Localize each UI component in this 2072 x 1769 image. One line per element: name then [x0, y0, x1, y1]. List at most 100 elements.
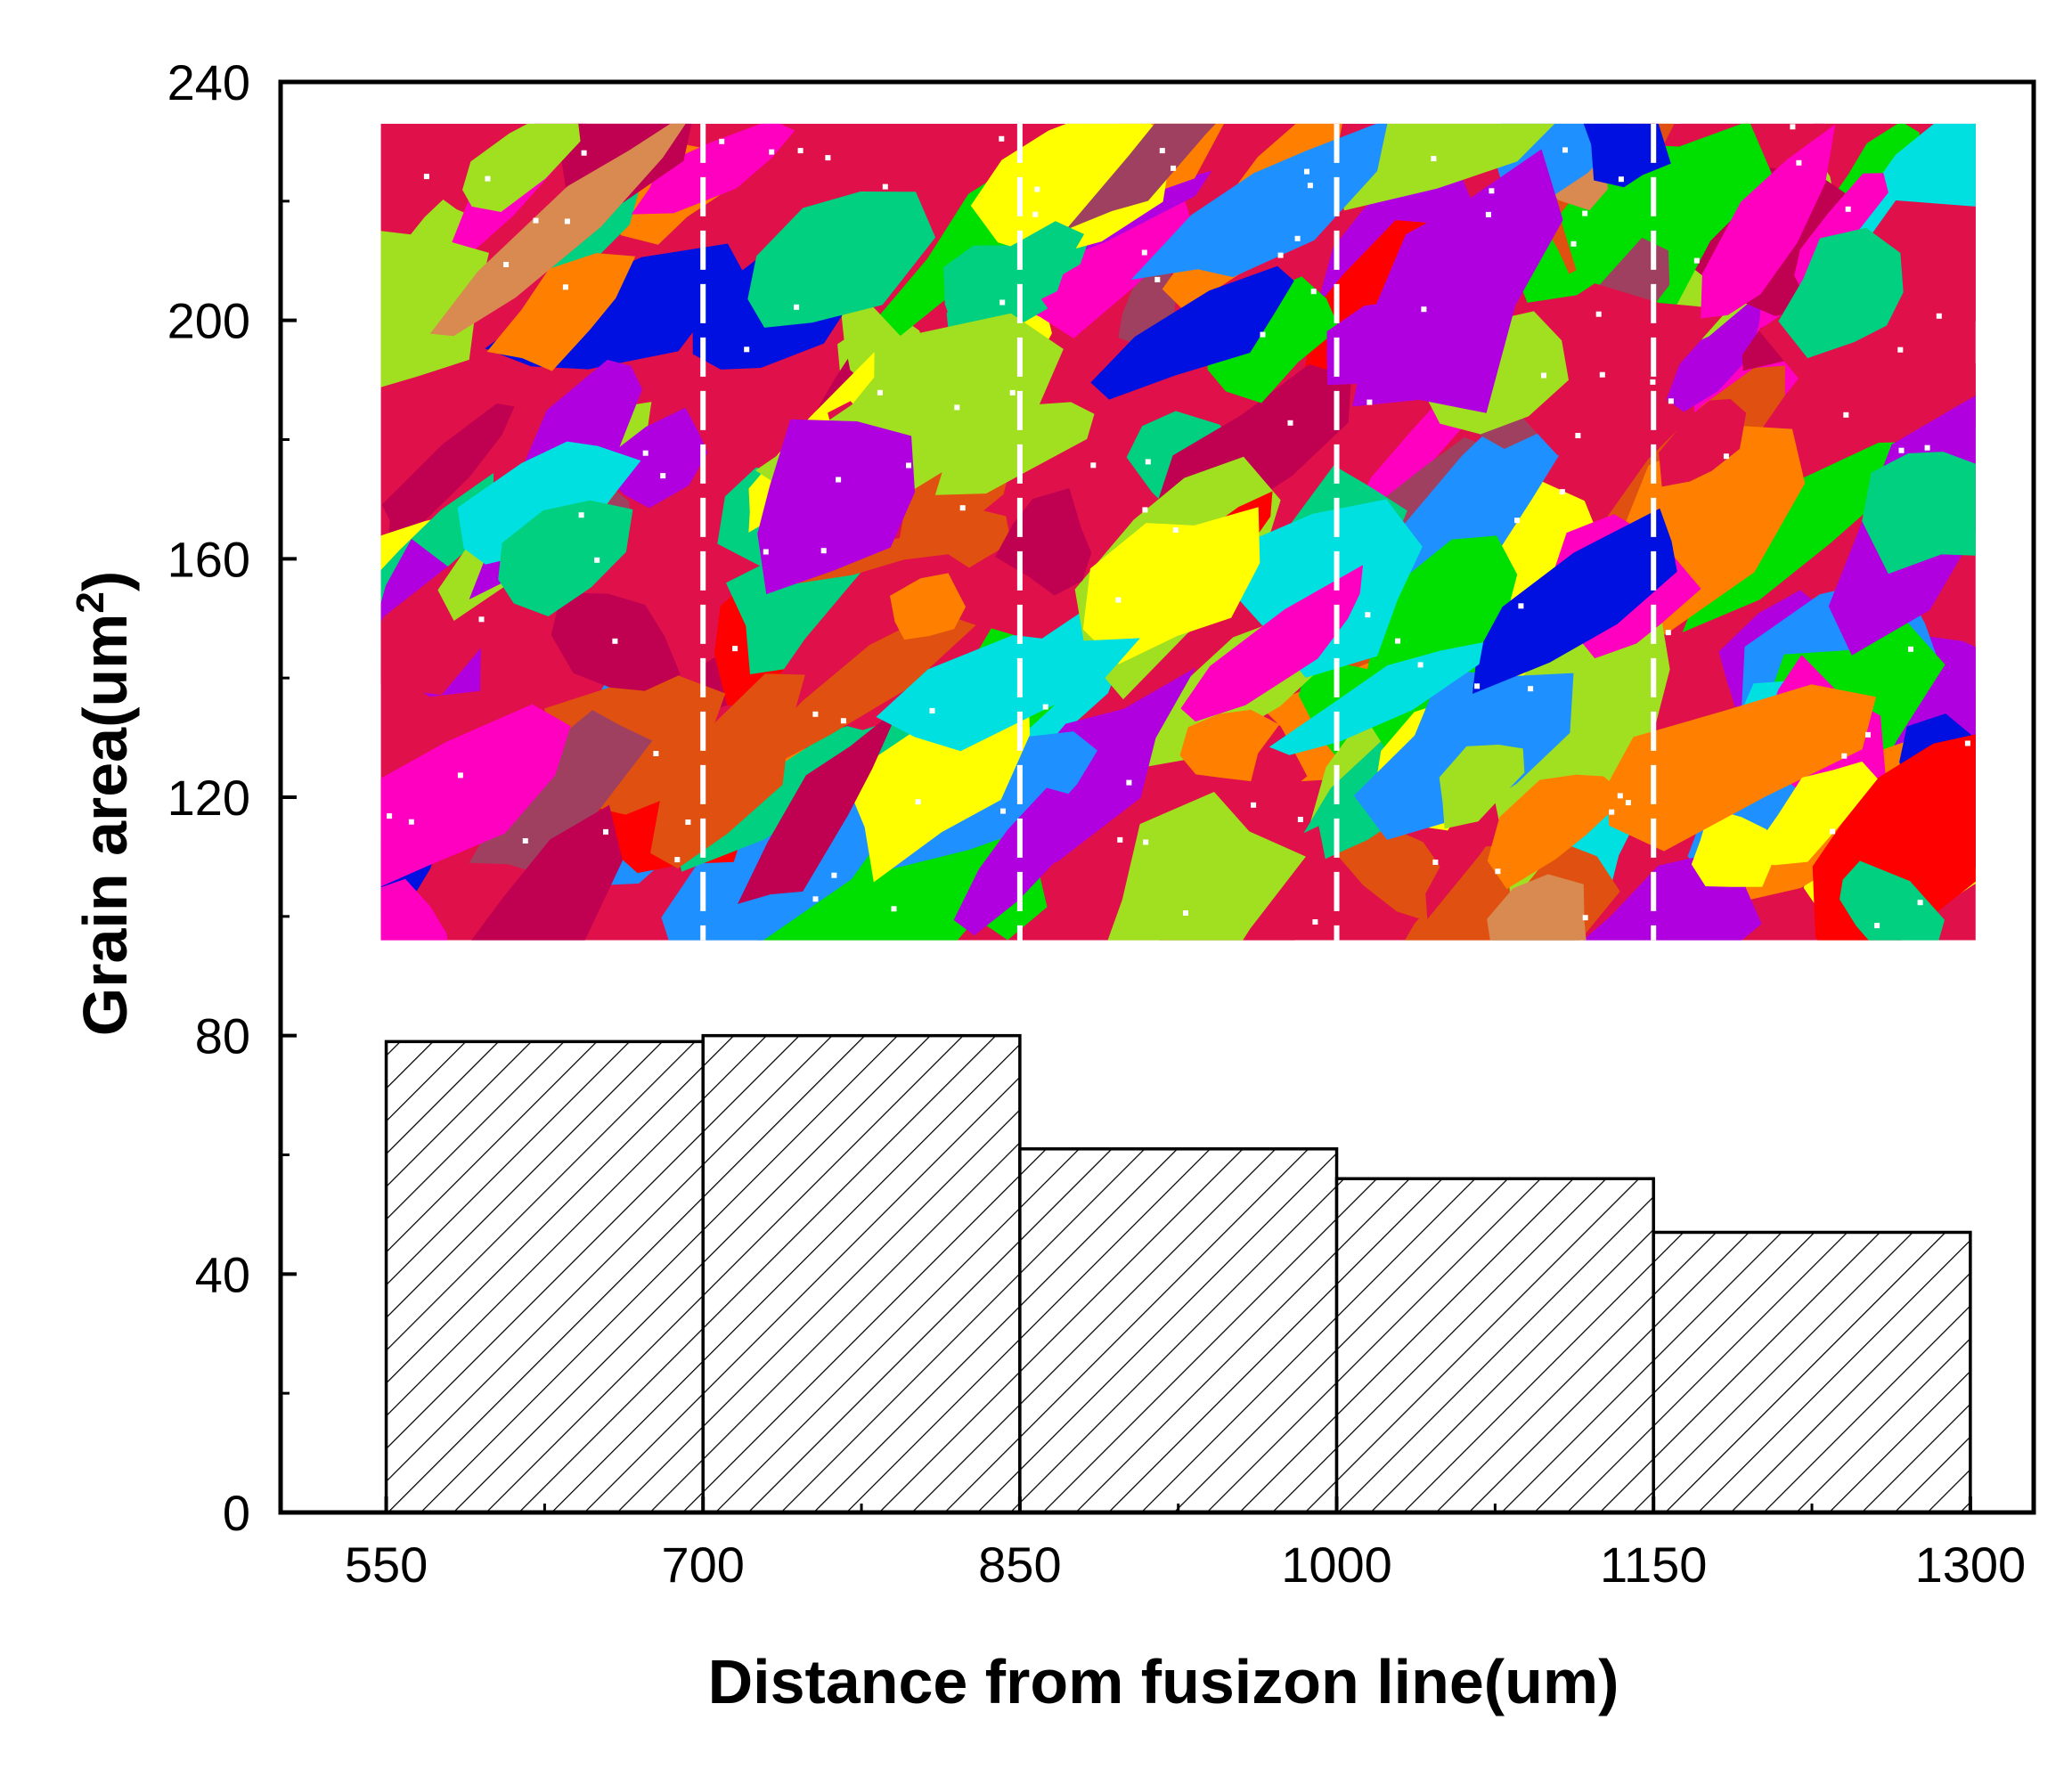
y-axis-title-superscript: 2: [69, 591, 112, 613]
grain: [934, 402, 1095, 495]
unindexed-point: [836, 477, 842, 483]
unindexed-point: [1723, 453, 1729, 460]
grain: [1578, 123, 1671, 188]
unindexed-point: [1042, 704, 1048, 710]
grain: [1778, 227, 1904, 359]
grain: [970, 123, 1174, 257]
x-tick-label: 550: [345, 1537, 428, 1593]
unindexed-point: [1141, 249, 1147, 256]
histogram-bar: [701, 1033, 1022, 1514]
grain: [953, 787, 1093, 936]
y-tick-label: 200: [167, 293, 250, 349]
unindexed-point: [929, 707, 935, 713]
grain: [876, 634, 1140, 752]
unindexed-point: [1668, 398, 1674, 404]
unindexed-point: [1917, 900, 1923, 906]
unindexed-point: [1474, 683, 1481, 689]
grain: [1809, 123, 1903, 183]
grain: [486, 253, 636, 371]
unindexed-point: [825, 155, 831, 161]
histogram-bars: [384, 1033, 1972, 1514]
unindexed-point: [1650, 379, 1656, 385]
histogram-bar: [1018, 1147, 1339, 1514]
unindexed-point: [1304, 168, 1309, 175]
grain: [890, 573, 967, 640]
unindexed-point: [1183, 910, 1188, 916]
unindexed-point: [653, 751, 659, 756]
unindexed-point: [1159, 148, 1165, 154]
y-tick-label: 120: [167, 770, 250, 826]
histogram-bar: [1334, 1177, 1655, 1514]
grain: [1472, 508, 1677, 695]
unindexed-point: [1665, 630, 1671, 636]
unindexed-point: [1000, 808, 1006, 814]
grain: [1082, 507, 1260, 664]
unindexed-point: [915, 799, 921, 805]
unindexed-point: [1297, 817, 1303, 822]
grain: [1605, 684, 1877, 852]
unindexed-point: [1617, 793, 1623, 799]
unindexed-point: [1924, 444, 1930, 451]
grain: [753, 614, 976, 772]
grain: [469, 710, 653, 876]
x-tick-label: 1150: [1600, 1537, 1707, 1593]
unindexed-point: [906, 462, 911, 469]
unindexed-point: [1845, 206, 1851, 212]
grain: [380, 704, 571, 908]
unindexed-point: [1154, 276, 1161, 282]
unindexed-point: [1307, 183, 1313, 189]
unindexed-point: [674, 857, 681, 863]
x-tick-label: 850: [978, 1537, 1061, 1593]
unindexed-point: [891, 906, 897, 912]
unindexed-point: [660, 473, 666, 479]
unindexed-point: [820, 548, 827, 554]
unindexed-point: [999, 135, 1005, 142]
grain: [1268, 642, 1484, 755]
grain: [1180, 565, 1364, 722]
unindexed-point: [831, 872, 837, 878]
y-axis-title: Grain area(um2): [69, 571, 140, 1036]
unindexed-point: [1366, 399, 1373, 405]
unindexed-point: [1034, 186, 1040, 192]
unindexed-point: [642, 450, 649, 456]
unindexed-point: [1841, 753, 1848, 759]
unindexed-point: [1495, 868, 1501, 875]
unindexed-point: [1489, 188, 1495, 194]
unindexed-point: [1126, 779, 1132, 786]
unindexed-point: [387, 813, 393, 819]
unindexed-point: [578, 512, 584, 518]
unindexed-point: [1582, 915, 1588, 921]
unindexed-point: [603, 828, 608, 835]
unindexed-point: [522, 838, 528, 844]
unindexed-point: [685, 819, 691, 825]
grain: [1334, 123, 1610, 211]
x-axis-title: Distance from fusizon line(um): [708, 1647, 1619, 1716]
grain: [1862, 452, 1976, 575]
unindexed-point: [564, 218, 570, 224]
unindexed-point: [732, 646, 738, 652]
unindexed-point: [1009, 389, 1016, 395]
grain: [429, 123, 697, 337]
unindexed-point: [1562, 147, 1568, 153]
unindexed-point: [1294, 235, 1301, 241]
unindexed-point: [1790, 124, 1796, 130]
grain: [1130, 123, 1389, 281]
unindexed-point: [1287, 420, 1293, 426]
unindexed-point: [1365, 612, 1371, 618]
grain: [631, 123, 795, 215]
unindexed-point: [882, 183, 888, 190]
unindexed-point: [1117, 836, 1123, 843]
grain: [1552, 848, 1762, 941]
grain: [1503, 283, 1729, 456]
unindexed-point: [1432, 860, 1439, 865]
unindexed-point: [719, 138, 725, 144]
unindexed-point: [408, 819, 414, 825]
axis-ticks: 0 40 80 120 160 200 240 550 700 850 1000 1150 1300: [167, 54, 2027, 1593]
grain: [380, 230, 489, 396]
unindexed-point: [812, 711, 819, 717]
unindexed-point: [954, 404, 960, 411]
unindexed-point: [1514, 518, 1520, 524]
unindexed-point: [1251, 802, 1257, 808]
unindexed-point: [1898, 447, 1905, 453]
